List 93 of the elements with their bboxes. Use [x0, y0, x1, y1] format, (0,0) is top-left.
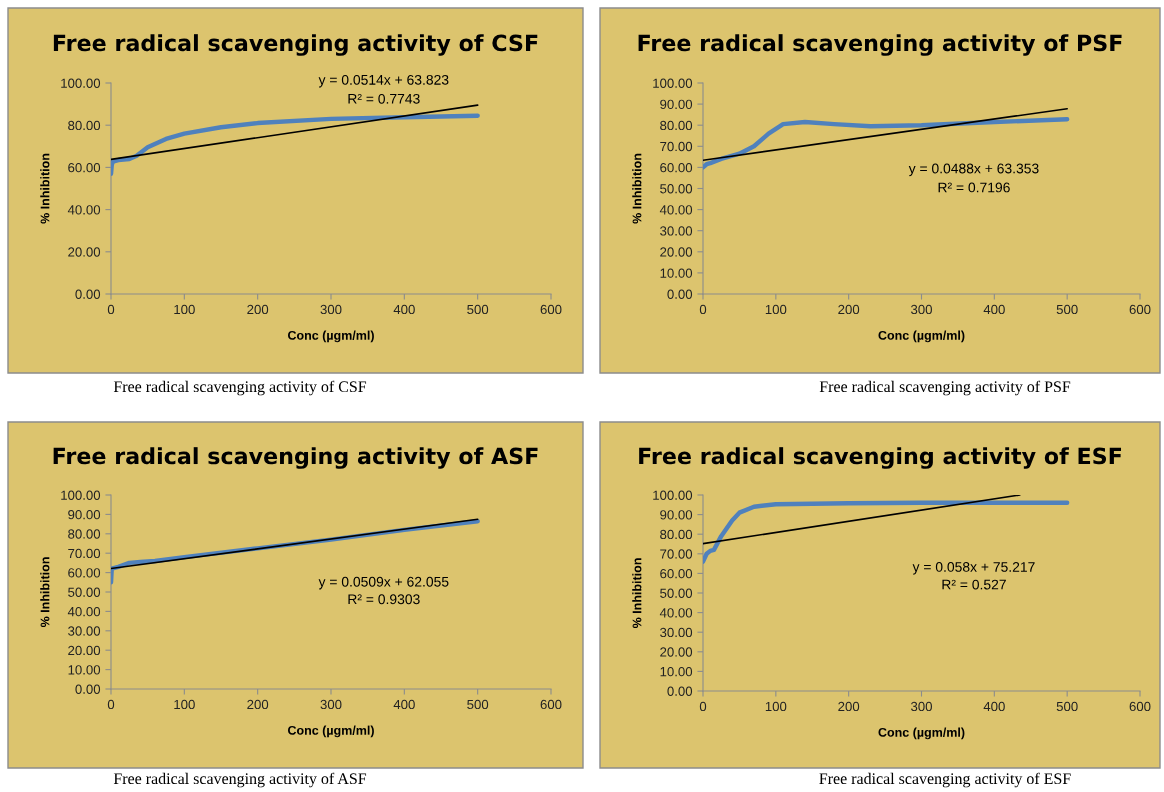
annotation: y = 0.0488x + 63.353: [908, 163, 1039, 177]
y-tick-label: 80.00: [68, 529, 101, 539]
y-tick-label: 90.00: [68, 509, 101, 520]
y-tick-label: 0.00: [75, 289, 101, 299]
annotation: R² = 0.7196: [938, 182, 1010, 193]
x-tick-label: 300: [320, 699, 342, 710]
x-tick-label: 100: [765, 304, 787, 315]
y-tick-label: 80.00: [68, 120, 101, 131]
y-tick-label: 100.00: [61, 78, 101, 88]
y-tick-label: 20.00: [660, 647, 693, 657]
y-tick-label: 40.00: [67, 205, 101, 215]
y-axis-title: % Inhibition: [632, 153, 642, 224]
y-tick-label: 10.00: [68, 665, 101, 675]
y-tick-label: 20.00: [68, 645, 101, 656]
y-tick-label: 30.00: [660, 226, 693, 236]
x-tick-label: 500: [467, 699, 489, 710]
y-tick-label: 90.00: [660, 510, 693, 520]
y-tick-label: 90.00: [660, 99, 693, 110]
x-axis-title: Conc (µgm/ml): [878, 330, 965, 343]
chart-title: Free radical scavenging activity of PSF: [638, 34, 1122, 56]
y-tick-label: 20.00: [68, 247, 101, 257]
chart-title: Free radical scavenging activity of ASF: [53, 447, 538, 469]
chart-title: Free radical scavenging activity of CSF: [53, 34, 538, 56]
y-tick-label: 50.00: [68, 587, 101, 597]
y-tick-label: 60.00: [68, 568, 101, 578]
annotation: R² = 0.7743: [348, 93, 420, 104]
annotation: y = 0.0514x + 63.823: [318, 74, 449, 88]
x-tick-label: 400: [983, 701, 1005, 712]
y-tick-label: 30.00: [660, 627, 693, 638]
x-tick-label: 500: [1056, 304, 1078, 315]
y-tick-label: 10.00: [660, 268, 693, 278]
text: Free radical scavenging activity of ASF: [113, 772, 367, 788]
y-tick-label: 30.00: [68, 626, 101, 636]
y-axis-title: % Inhibition: [40, 153, 50, 224]
y-tick-label: 70.00: [68, 548, 101, 559]
x-tick-label: 0: [699, 701, 707, 712]
x-axis-title: Conc (µgm/ml): [287, 725, 374, 738]
y-tick-label: 60.00: [68, 162, 101, 173]
x-tick-label: 400: [393, 304, 415, 315]
y-tick-label: 80.00: [660, 120, 693, 131]
y-tick-label: 50.00: [660, 184, 693, 194]
annotation: y = 0.058x + 75.217: [912, 562, 1035, 575]
y-tick-label: 40.00: [659, 205, 693, 215]
y-tick-label: 60.00: [660, 568, 693, 579]
x-tick-label: 200: [247, 304, 269, 315]
text: Free radical scavenging activity of ESF: [819, 772, 1071, 788]
annotation: R² = 0.527: [942, 579, 1006, 590]
text: Free radical scavenging activity of CSF: [113, 380, 367, 396]
y-tick-label: 80.00: [660, 529, 693, 540]
y-axis-title: % Inhibition: [632, 558, 642, 629]
y-tick-label: 70.00: [660, 141, 693, 152]
y-tick-label: 10.00: [660, 666, 693, 677]
x-tick-label: 400: [393, 699, 415, 710]
y-tick-label: 40.00: [659, 608, 693, 618]
y-axis-title: % Inhibition: [40, 557, 50, 628]
x-axis-title: Conc (µgm/ml): [287, 330, 374, 343]
y-tick-label: 100.00: [653, 78, 693, 88]
x-tick-label: 100: [174, 304, 195, 315]
x-tick-label: 100: [174, 699, 195, 710]
x-tick-label: 300: [911, 701, 932, 712]
x-tick-label: 400: [983, 304, 1005, 315]
y-tick-label: 50.00: [660, 588, 693, 598]
x-tick-label: 600: [540, 699, 562, 710]
annotation: R² = 0.9303: [348, 594, 420, 605]
y-tick-label: 60.00: [660, 162, 693, 173]
x-tick-label: 600: [1129, 701, 1151, 712]
x-tick-label: 500: [467, 304, 489, 315]
x-tick-label: 200: [838, 304, 860, 315]
x-tick-label: 600: [1129, 304, 1151, 315]
annotation: y = 0.0509x + 62.055: [318, 576, 449, 590]
x-tick-label: 300: [320, 304, 342, 315]
x-tick-label: 200: [247, 699, 269, 710]
line-series: [111, 113, 480, 176]
x-tick-label: 0: [107, 304, 115, 315]
x-tick-label: 200: [838, 701, 860, 712]
x-tick-label: 100: [765, 701, 787, 712]
text: Free radical scavenging activity of PSF: [819, 380, 1071, 396]
x-axis-title: Conc (µgm/ml): [878, 727, 965, 740]
x-tick-label: 600: [540, 304, 562, 315]
y-tick-label: 100.00: [61, 490, 101, 500]
y-tick-label: 100.00: [653, 490, 693, 500]
y-tick-label: 70.00: [660, 549, 693, 559]
x-tick-label: 300: [911, 304, 932, 315]
y-tick-label: 20.00: [660, 247, 693, 257]
x-tick-label: 500: [1056, 701, 1078, 712]
x-tick-label: 0: [699, 304, 707, 315]
chart-title: Free radical scavenging activity of ESF: [639, 447, 1122, 469]
y-tick-label: 0.00: [75, 684, 101, 694]
y-tick-label: 0.00: [667, 686, 693, 696]
y-tick-label: 0.00: [667, 289, 693, 299]
y-tick-label: 40.00: [67, 606, 101, 617]
line-series: [703, 500, 1070, 564]
x-tick-label: 0: [107, 699, 115, 710]
